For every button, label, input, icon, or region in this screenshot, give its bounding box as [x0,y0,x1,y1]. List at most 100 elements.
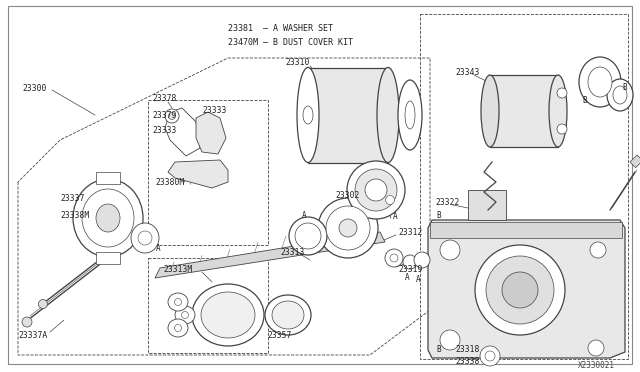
Circle shape [182,311,189,318]
Ellipse shape [381,191,399,209]
Text: 23379: 23379 [152,110,177,119]
Text: 23337: 23337 [60,193,84,202]
Ellipse shape [398,80,422,150]
Ellipse shape [385,249,403,267]
Ellipse shape [272,301,304,329]
Ellipse shape [82,189,134,247]
Ellipse shape [297,67,319,163]
Ellipse shape [355,169,397,211]
Ellipse shape [168,319,188,337]
Text: A: A [416,276,420,285]
Ellipse shape [326,206,370,250]
Text: 23333: 23333 [152,125,177,135]
Circle shape [22,317,32,327]
Ellipse shape [405,101,415,129]
Ellipse shape [73,179,143,257]
Ellipse shape [365,179,387,201]
Ellipse shape [613,86,627,104]
Bar [490,75,558,147]
Text: A: A [405,273,410,282]
Text: A: A [156,244,161,253]
Ellipse shape [481,75,499,147]
Text: B: B [436,211,440,219]
Text: 23357: 23357 [267,330,291,340]
Polygon shape [155,232,385,278]
Text: 23302: 23302 [335,190,360,199]
Polygon shape [168,160,228,188]
Circle shape [168,112,175,119]
Polygon shape [196,112,226,154]
Polygon shape [165,108,200,156]
Text: B: B [436,346,440,355]
Text: A: A [393,212,397,221]
Bar [96,172,120,184]
Text: 23380M: 23380M [155,177,184,186]
Text: 23310: 23310 [285,58,309,67]
Ellipse shape [295,223,321,249]
Text: 23338M: 23338M [60,211,89,219]
Ellipse shape [192,284,264,346]
Circle shape [480,346,500,366]
Text: 23318: 23318 [455,346,479,355]
Text: 23313M: 23313M [163,266,192,275]
Bar [148,100,268,245]
Circle shape [557,124,567,134]
Ellipse shape [318,198,378,258]
Ellipse shape [579,57,621,107]
Ellipse shape [265,295,311,335]
Ellipse shape [201,292,255,338]
Text: 23319: 23319 [398,266,422,275]
Text: 23300: 23300 [22,83,46,93]
Circle shape [165,109,179,123]
Ellipse shape [390,254,398,262]
Ellipse shape [347,161,405,219]
Ellipse shape [588,67,612,97]
Ellipse shape [486,256,554,324]
Circle shape [440,330,460,350]
Ellipse shape [502,272,538,308]
Ellipse shape [175,306,195,324]
Text: X2330021: X2330021 [578,360,615,369]
Ellipse shape [403,255,417,269]
Ellipse shape [289,217,327,255]
Text: 23378: 23378 [152,93,177,103]
Ellipse shape [303,106,313,124]
Circle shape [175,324,182,331]
Ellipse shape [96,204,120,232]
Circle shape [590,242,606,258]
Bar [96,252,120,264]
Bar [148,258,268,353]
Text: 23333: 23333 [202,106,227,115]
Circle shape [138,231,152,245]
Ellipse shape [549,75,567,147]
Polygon shape [428,220,625,358]
Text: 23470M — B DUST COVER KIT: 23470M — B DUST COVER KIT [228,38,353,46]
Circle shape [557,88,567,98]
Ellipse shape [131,223,159,253]
Ellipse shape [168,293,188,311]
Text: B: B [582,96,587,105]
Ellipse shape [377,67,399,163]
Circle shape [175,298,182,305]
Text: 23343: 23343 [455,67,479,77]
Ellipse shape [414,252,430,268]
Text: 23338: 23338 [455,357,479,366]
Ellipse shape [475,245,565,335]
Ellipse shape [385,196,394,205]
Text: A: A [302,211,307,219]
Circle shape [588,340,604,356]
Ellipse shape [339,219,357,237]
Text: 23313: 23313 [280,247,305,257]
Bar [308,68,388,163]
Bar [430,222,622,238]
Text: 23381  — A WASHER SET: 23381 — A WASHER SET [228,23,333,32]
Circle shape [485,351,495,361]
Bar [468,190,506,220]
Circle shape [440,240,460,260]
Text: 23322: 23322 [435,198,460,206]
Text: 23312: 23312 [398,228,422,237]
Text: 23337A: 23337A [18,330,47,340]
Ellipse shape [607,79,633,111]
Circle shape [38,299,47,308]
Text: B: B [622,83,627,92]
